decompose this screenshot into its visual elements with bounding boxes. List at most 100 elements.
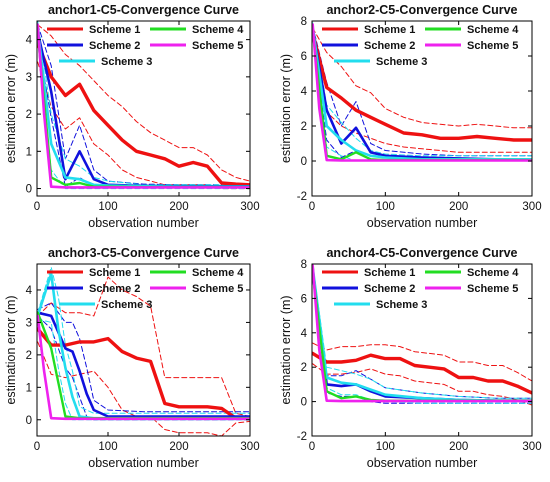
- legend-label: Scheme 4: [467, 267, 519, 279]
- y-tick-label: 0: [26, 415, 32, 427]
- y-tick-label: 3: [26, 72, 32, 84]
- y-tick-label: 2: [26, 350, 32, 362]
- legend-label: Scheme 2: [89, 283, 140, 295]
- x-tick-label: 100: [98, 201, 117, 213]
- y-tick-label: 4: [26, 35, 33, 47]
- legend: Scheme 1 Scheme 2 Scheme 3 Scheme 4 Scheme 5: [322, 267, 519, 311]
- legend-label: Scheme 5: [467, 283, 518, 295]
- chart-panel-1: 0 100 200 300 0 1 2 3 4 anchor1-C5-Convergence Cu…: [4, 3, 260, 230]
- y-tick-label: 0: [26, 184, 32, 196]
- axes-frame: [36, 263, 251, 437]
- legend-label: Scheme 2: [364, 283, 415, 295]
- chart-title: anchor2-C5-Convergence Curve: [326, 3, 517, 17]
- y-tick-label: 2: [301, 362, 307, 374]
- chart-title: anchor3-C5-Convergence Curve: [48, 246, 239, 260]
- series-line-scheme-1-bound: [37, 341, 250, 436]
- x-tick-label: 300: [240, 201, 259, 213]
- legend-label: Scheme 3: [101, 299, 152, 311]
- y-tick-label: -2: [297, 191, 307, 203]
- axes-frame: [36, 20, 251, 197]
- series-line-scheme-1-bound: [312, 38, 532, 153]
- x-tick-label: 0: [34, 441, 40, 453]
- legend-label: Scheme 2: [364, 40, 415, 52]
- series-line-scheme-2: [37, 311, 250, 418]
- series-line-scheme-2-bound: [37, 302, 250, 413]
- legend: Scheme 1 Scheme 2 Scheme 3 Scheme 4 Scheme 5: [322, 24, 519, 68]
- y-tick-label: 4: [26, 285, 33, 297]
- x-axis-label: observation number: [88, 456, 198, 470]
- x-tick-label: 300: [522, 201, 541, 213]
- y-tick-label: 4: [301, 328, 308, 340]
- x-axis-label: observation number: [367, 456, 477, 470]
- y-tick-label: 3: [26, 317, 32, 329]
- series-group: [312, 264, 532, 406]
- y-tick-label: -2: [297, 431, 307, 443]
- y-axis-label: estimation error (m): [4, 54, 18, 163]
- legend-label: Scheme 4: [192, 24, 244, 36]
- series-line-scheme-5: [37, 23, 250, 189]
- x-tick-label: 200: [449, 201, 468, 213]
- plot-area: [312, 264, 532, 436]
- legend-label: Scheme 1: [364, 267, 415, 279]
- chart-title: anchor1-C5-Convergence Curve: [48, 3, 239, 17]
- series-line-scheme-1: [312, 351, 532, 395]
- series-line-scheme-3-bound: [312, 264, 532, 399]
- y-axis-label: estimation error (m): [4, 295, 18, 404]
- legend-label: Scheme 3: [376, 56, 427, 68]
- series-line-scheme-1-bound: [312, 27, 532, 129]
- y-tick-label: 8: [301, 259, 307, 271]
- legend-label: Scheme 3: [376, 299, 427, 311]
- legend-label: Scheme 1: [89, 267, 140, 279]
- x-tick-label: 100: [376, 201, 395, 213]
- x-axis-label: observation number: [367, 216, 477, 230]
- y-tick-label: 0: [301, 156, 307, 168]
- series-line-scheme-1-bound: [312, 363, 532, 406]
- axes-frame: [311, 20, 533, 197]
- legend-label: Scheme 3: [101, 56, 152, 68]
- y-tick-label: 4: [301, 86, 308, 98]
- series-line-scheme-1-bound: [37, 61, 250, 190]
- x-axis-label: observation number: [88, 216, 198, 230]
- plot-area: [312, 21, 532, 196]
- series-line-scheme-1: [37, 327, 250, 420]
- x-tick-label: 200: [169, 201, 188, 213]
- legend: Scheme 1 Scheme 2 Scheme 3 Scheme 4 Scheme 5: [47, 24, 244, 68]
- series-line-scheme-5: [37, 314, 250, 421]
- series-group: [312, 22, 532, 162]
- y-tick-label: 6: [301, 51, 307, 63]
- legend-label: Scheme 5: [192, 283, 243, 295]
- series-group: [37, 21, 250, 190]
- x-tick-label: 0: [309, 201, 315, 213]
- chart-panel-4: 0 100 200 300-202468anchor4-C5-Convergence …: [279, 246, 542, 470]
- series-line-scheme-2-bound: [37, 39, 250, 189]
- series-line-scheme-1-bound: [312, 342, 532, 382]
- legend-label: Scheme 4: [467, 24, 519, 36]
- y-tick-label: 8: [301, 16, 307, 28]
- series-group: [37, 266, 250, 436]
- x-tick-label: 300: [240, 441, 259, 453]
- y-tick-label: 6: [301, 293, 307, 305]
- y-axis-label: estimation error (m): [279, 54, 293, 163]
- legend-label: Scheme 1: [364, 24, 415, 36]
- y-tick-label: 2: [301, 121, 307, 133]
- chart-panel-3: 0 100 200 300 0 1 2 3 4 anchor3-C5-Convergence Cu…: [4, 246, 260, 470]
- series-line-scheme-5: [312, 264, 532, 403]
- chart-title: anchor4-C5-Convergence Curve: [326, 246, 517, 260]
- x-tick-label: 100: [98, 441, 117, 453]
- legend-label: Scheme 1: [89, 24, 140, 36]
- legend-label: Scheme 5: [467, 40, 518, 52]
- series-line-scheme-1-bound: [37, 276, 250, 417]
- series-line-scheme-1: [37, 41, 250, 187]
- x-tick-label: 100: [376, 441, 395, 453]
- axes-frame: [311, 263, 533, 437]
- series-line-scheme-5: [312, 23, 532, 162]
- x-tick-label: 0: [309, 441, 315, 453]
- legend: Scheme 1 Scheme 2 Scheme 3 Scheme 4 Scheme 5: [47, 267, 244, 311]
- series-line-scheme-3-bound: [312, 22, 532, 157]
- y-axis-label: estimation error (m): [279, 295, 293, 404]
- legend-label: Scheme 2: [89, 40, 140, 52]
- series-line-scheme-1: [312, 31, 532, 142]
- y-tick-label: 0: [301, 397, 307, 409]
- x-tick-label: 200: [449, 441, 468, 453]
